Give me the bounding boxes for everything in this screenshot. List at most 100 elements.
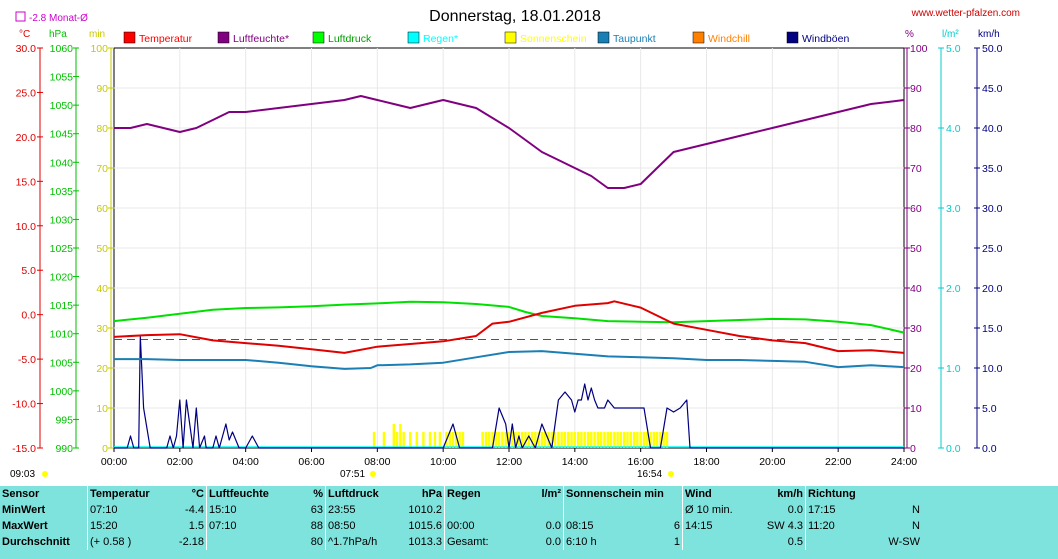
stats-press-time: 08:50 <box>325 518 400 534</box>
legend-swatch <box>504 31 517 44</box>
stats-header-wind-unit: km/h <box>777 488 803 500</box>
sunshine-bar <box>580 432 583 448</box>
pressure-axis-tick-label: 1035 <box>50 186 74 198</box>
stats-sun-time: 6:10 h <box>562 534 655 550</box>
temperature-axis-tick-label: -5.0 <box>18 354 36 366</box>
sunshine-bar <box>636 432 639 448</box>
stats-header-temp-unit: °C <box>191 488 204 500</box>
temperature-axis-tick-label: 0.0 <box>21 310 36 322</box>
sunshine-bar <box>540 432 544 448</box>
x-axis-tick-label: 24:00 <box>891 456 917 468</box>
humidity-axis-tick-label: 60 <box>910 203 922 215</box>
monthly-avg-marker <box>15 11 26 22</box>
wind-axis-tick-label: 10.0 <box>982 363 1003 375</box>
sunshine-bar <box>517 432 521 448</box>
humidity-axis-tick-label: 100 <box>910 43 928 55</box>
axes: 30.0 25.0 20.0 15.0 10.0 5.0 0.0 -5.0 -10.0 -15.0… <box>12 43 1003 468</box>
sunshine-bar <box>451 432 455 448</box>
x-axis-tick-label: 14:00 <box>562 456 588 468</box>
sunset-icon <box>668 471 674 477</box>
stats-sun-val <box>655 502 683 518</box>
sunshine-bar <box>570 432 573 448</box>
sunshine-bar <box>583 432 586 448</box>
sunshine-bar <box>491 432 494 448</box>
sunshine-bar <box>497 432 501 448</box>
sun-icon-start <box>42 471 48 477</box>
stats-wind-time <box>682 534 759 550</box>
pressure-axis-tick-label: 1000 <box>50 386 74 398</box>
wind-axis-tick-label: 45.0 <box>982 83 1003 95</box>
sunshine-bar <box>626 432 629 448</box>
sunshine-bar <box>520 432 524 448</box>
sunshine-bar <box>544 432 547 448</box>
stats-rain-time: 00:00 <box>444 518 519 534</box>
stats-wind-time: Ø 10 min. <box>682 502 759 518</box>
sunshine-axis-tick-label: 70 <box>96 163 108 175</box>
sunshine-bar <box>409 432 412 448</box>
pressure-axis-tick-label: 1060 <box>50 43 74 55</box>
wind-axis-tick-label: 0.0 <box>982 443 997 455</box>
temperature-axis-tick-label: 20.0 <box>16 132 37 144</box>
humidity-axis-tick-label: 10 <box>910 403 922 415</box>
stats-press-val: 1015.6 <box>408 520 442 532</box>
rain-axis-tick-label: 1.0 <box>946 363 961 375</box>
chart-legend: Temperatur Luftfeuchte* Luftdruck Regen* Son… <box>123 31 849 45</box>
stats-header-hum-unit: % <box>313 488 323 500</box>
stats-hum-time: 15:10 <box>206 502 291 518</box>
sunshine-axis-tick-label: 30 <box>96 323 108 335</box>
sunshine-bar <box>563 432 567 448</box>
pressure-axis-tick-label: 1025 <box>50 243 74 255</box>
pressure-axis-tick-label: 990 <box>55 443 73 455</box>
x-axis-tick-label: 06:00 <box>298 456 324 468</box>
stats-rain-val: 0.0 <box>545 536 561 548</box>
humidity-line <box>114 95 905 189</box>
humidity-axis-tick-label: 70 <box>910 163 922 175</box>
sunshine-bar <box>649 432 652 448</box>
sunshine-bar <box>619 432 623 448</box>
stats-hum-time: 07:10 <box>206 518 291 534</box>
stats-sun-val: 1 <box>673 536 680 548</box>
temperature-axis-tick-label: 30.0 <box>16 43 37 55</box>
stats-header-hum: Luftfeuchte <box>206 486 291 502</box>
sunshine-bar <box>662 432 665 448</box>
temperature-axis-tick-label: 15.0 <box>16 176 37 188</box>
pressure-axis-tick-label: 1055 <box>50 72 74 84</box>
site-link[interactable]: www.wetter-pfalzen.com <box>911 8 1020 19</box>
stats-row-max: MaxWert 15:20 1.5 07:10 88 08:50 1015.6 … <box>0 518 922 534</box>
sunshine-bar <box>593 432 596 448</box>
legend-swatch <box>407 31 420 44</box>
x-axis-tick-label: 22:00 <box>825 456 851 468</box>
sunshine-bar <box>524 432 527 448</box>
wind-axis-tick-label: 5.0 <box>982 403 997 415</box>
sunshine-bar <box>399 424 402 448</box>
sunshine-bar <box>550 432 553 448</box>
legend-swatch <box>786 31 799 44</box>
sunshine-bar <box>586 432 590 448</box>
sunshine-bar <box>428 432 432 448</box>
sunshine-axis-tick-label: 0 <box>102 443 108 455</box>
monthly-avg-label: -2.8 Monat-Ø <box>29 13 88 24</box>
x-axis-tick-label: 00:00 <box>101 456 127 468</box>
rain-axis-tick-label: 3.0 <box>946 203 961 215</box>
pressure-line <box>113 300 905 334</box>
stats-header-sensor: Sensor <box>2 488 40 500</box>
legend-label: Luftdruck <box>328 33 372 45</box>
stats-header-dir: Richtung <box>805 486 870 502</box>
sunshine-bar <box>438 432 442 448</box>
sunshine-bar <box>422 432 425 448</box>
sunshine-bar <box>590 432 593 448</box>
chart-title: Donnerstag, 18.01.2018 <box>429 8 601 25</box>
sunshine-bar <box>603 432 606 448</box>
stats-row-label: MinWert <box>2 504 46 516</box>
rain-axis-tick-label: 2.0 <box>946 283 961 295</box>
humidity-axis-tick-label: 40 <box>910 283 922 295</box>
chart-start-time: 09:03 <box>10 469 35 480</box>
sunshine-axis-tick-label: 80 <box>96 123 108 135</box>
stats-wind-val: SW 4.3 <box>766 520 803 532</box>
stats-press-val: 1010.2 <box>408 504 442 516</box>
legend-label: Taupunkt <box>613 33 656 45</box>
sunshine-bar <box>616 432 619 448</box>
pressure-axis-tick-label: 1005 <box>50 357 74 369</box>
grid-lines <box>114 48 904 448</box>
sunshine-bar <box>415 432 419 448</box>
